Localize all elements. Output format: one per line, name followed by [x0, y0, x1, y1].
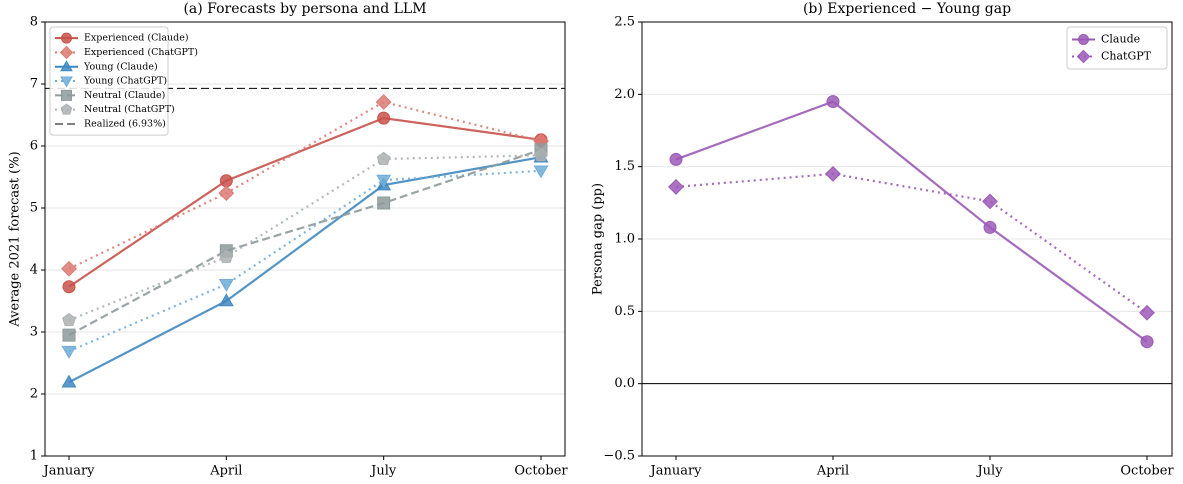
marker — [61, 374, 77, 388]
marker — [218, 293, 234, 307]
marker — [377, 111, 391, 125]
y-tick-label: 1.0 — [614, 232, 635, 247]
marker — [61, 260, 77, 277]
y-tick-label: 7 — [30, 77, 38, 92]
chart-title: (a) Forecasts by persona and LLM — [183, 1, 426, 17]
x-tick-label: April — [816, 464, 849, 479]
y-tick-label: 6 — [30, 139, 38, 154]
marker — [982, 193, 998, 210]
legend-label: Claude — [1101, 33, 1140, 46]
marker — [1140, 335, 1154, 349]
x-tick-label: July — [975, 464, 1003, 479]
legend-label: Neutral (Claude) — [84, 90, 165, 101]
marker — [1139, 304, 1155, 321]
marker — [218, 185, 235, 202]
legend: Claude ChatGPT — [1066, 26, 1168, 70]
axes-frame — [44, 21, 566, 457]
legend-label: Young (ChatGPT) — [83, 76, 167, 87]
y-tick-label: 1.5 — [614, 159, 635, 174]
marker — [375, 94, 392, 110]
series-line — [675, 172, 1148, 314]
marker — [60, 76, 73, 88]
legend-label: ChatGPT — [1101, 50, 1152, 63]
y-tick-label: 0.5 — [614, 304, 635, 319]
marker — [219, 249, 234, 263]
series-line — [675, 100, 1148, 343]
x-tick-label: October — [1120, 464, 1174, 479]
marker — [219, 174, 233, 188]
marker — [1078, 34, 1089, 45]
marker — [669, 152, 683, 166]
marker — [61, 89, 72, 101]
legend: Experienced (Claude) Experienced (ChatGPT… — [49, 26, 198, 136]
legend-box — [49, 26, 169, 136]
marker — [60, 103, 73, 115]
y-tick-label: 2.0 — [614, 87, 635, 102]
marker — [61, 32, 72, 44]
series-line — [68, 169, 542, 353]
legend-label: Young (Claude) — [83, 61, 158, 72]
y-axis-label: Average 2021 forecast (%) — [8, 151, 23, 327]
x-tick-label: January — [648, 464, 702, 479]
y-tick-label: 2 — [30, 387, 38, 402]
marker — [62, 328, 76, 342]
y-tick-label: −0.5 — [603, 449, 635, 464]
marker — [825, 165, 841, 182]
marker — [534, 148, 548, 162]
chart-title: (b) Experienced − Young gap — [803, 1, 1011, 17]
x-tick-label: October — [514, 464, 568, 479]
axes-frame — [641, 21, 1173, 457]
y-tick-label: 0.0 — [614, 376, 635, 391]
y-tick-label: 1 — [30, 449, 38, 464]
legend-label: Experienced (ChatGPT) — [84, 47, 198, 58]
legend-box — [1066, 26, 1168, 70]
x-tick-label: July — [369, 464, 397, 479]
y-tick-label: 8 — [30, 15, 38, 30]
legend-label: Realized (6.93%) — [84, 118, 166, 129]
y-tick-label: 5 — [30, 201, 38, 216]
series-line — [68, 154, 542, 322]
marker — [983, 220, 997, 234]
x-tick-label: January — [41, 464, 95, 479]
marker — [533, 165, 549, 179]
series-line — [68, 100, 542, 270]
marker — [62, 280, 76, 294]
marker — [59, 45, 74, 60]
marker — [668, 179, 684, 195]
y-tick-label: 3 — [30, 325, 38, 340]
marker — [1076, 49, 1091, 64]
marker — [60, 60, 73, 72]
marker — [61, 345, 77, 359]
legend-label: Neutral (ChatGPT) — [84, 104, 175, 115]
marker — [62, 313, 76, 327]
y-tick-label: 2.5 — [614, 15, 635, 30]
marker — [218, 278, 234, 292]
marker — [376, 174, 392, 188]
x-tick-label: April — [209, 464, 242, 479]
series-line — [68, 116, 542, 288]
series-line — [68, 148, 542, 337]
legend-label: Experienced (Claude) — [84, 33, 189, 44]
marker — [826, 95, 840, 109]
marker — [376, 151, 391, 165]
y-axis-label: Persona gap (pp) — [591, 183, 606, 295]
marker — [377, 196, 391, 210]
series-line — [68, 156, 542, 384]
y-tick-label: 4 — [30, 263, 38, 278]
